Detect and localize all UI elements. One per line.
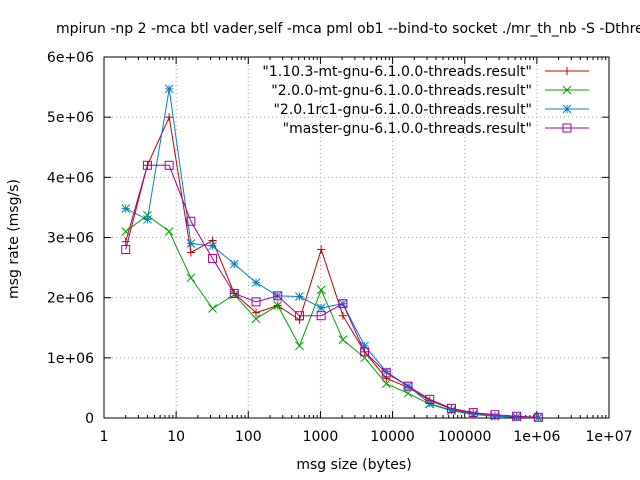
data-point xyxy=(273,291,283,301)
data-point xyxy=(165,113,174,122)
x-axis-label: msg size (bytes) xyxy=(296,457,411,473)
data-point xyxy=(295,292,304,301)
data-point xyxy=(208,241,217,251)
series-line xyxy=(125,115,539,418)
legend-entry: "1.10.3-mt-gnu-6.1.0.0-threads.result" xyxy=(262,64,589,80)
data-point xyxy=(338,299,348,309)
grid xyxy=(104,57,609,418)
y-tick-label: 0 xyxy=(85,411,94,427)
data-point xyxy=(229,288,239,298)
data-point xyxy=(164,84,174,94)
x-tick-label: 10 xyxy=(167,429,185,445)
y-tick-label: 1e+06 xyxy=(47,351,94,367)
legend-entry: "master-gnu-6.1.0.0-threads.result" xyxy=(283,121,589,137)
legend-entry: "2.0.1rc1-gnu-6.1.0.0-threads.result" xyxy=(273,102,589,118)
data-point xyxy=(208,304,217,313)
data-point xyxy=(294,311,304,321)
y-tick-label: 3e+06 xyxy=(47,231,94,247)
data-point xyxy=(446,403,456,413)
data-point xyxy=(360,341,369,351)
data-point xyxy=(121,227,131,236)
x-tick-label: 100 xyxy=(235,429,262,445)
series-line xyxy=(125,88,539,419)
data-point xyxy=(338,311,347,320)
data-point xyxy=(229,259,239,269)
data-point xyxy=(186,248,195,257)
y-tick-label: 6e+06 xyxy=(47,50,94,66)
data-point xyxy=(360,353,369,363)
data-point xyxy=(251,314,261,324)
data-point xyxy=(121,237,130,246)
data-point xyxy=(317,245,326,254)
data-point xyxy=(251,278,261,287)
data-point xyxy=(252,308,261,317)
data-point xyxy=(533,412,543,422)
data-point xyxy=(186,273,196,283)
x-tick-label: 1e+07 xyxy=(585,429,632,445)
series-1 xyxy=(121,113,543,422)
legend-marker xyxy=(563,67,571,75)
x-tick-label: 1 xyxy=(100,429,109,445)
x-tick-label: 100000 xyxy=(438,429,491,445)
legend-label: "2.0.1rc1-gnu-6.1.0.0-threads.result" xyxy=(273,102,532,118)
legend: "1.10.3-mt-gnu-6.1.0.0-threads.result" "2… xyxy=(262,64,589,137)
data-point xyxy=(186,216,196,226)
x-tick-label: 1000 xyxy=(303,429,339,445)
data-point xyxy=(121,204,131,213)
data-point xyxy=(425,394,435,404)
data-point xyxy=(208,254,218,264)
series-4 xyxy=(121,160,543,422)
series-2 xyxy=(121,210,543,422)
legend-label: "2.0.0-mt-gnu-6.1.0.0-threads.result" xyxy=(271,83,532,99)
data-point xyxy=(403,381,413,391)
chart-title: mpirun -np 2 -mca btl vader,self -mca pm… xyxy=(56,21,640,37)
data-point xyxy=(381,379,391,389)
data-point xyxy=(468,408,478,418)
y-tick-label: 2e+06 xyxy=(47,291,94,307)
series-line xyxy=(125,164,539,418)
data-point xyxy=(316,311,326,321)
data-point xyxy=(512,411,522,421)
data-point xyxy=(273,301,283,310)
legend-marker xyxy=(562,104,572,114)
y-tick-label: 4e+06 xyxy=(47,170,94,186)
data-point xyxy=(381,368,391,378)
legend-marker xyxy=(562,85,572,95)
data-point xyxy=(143,215,152,224)
data-point xyxy=(186,239,196,248)
data-point xyxy=(403,388,413,398)
x-tick-label: 1e+06 xyxy=(513,429,560,445)
legend-entry: "2.0.0-mt-gnu-6.1.0.0-threads.result" xyxy=(271,83,589,99)
series-line xyxy=(125,214,539,419)
legend-marker xyxy=(562,123,572,133)
data-point xyxy=(338,335,348,345)
y-tick-label: 5e+06 xyxy=(47,110,94,126)
x-tick-label: 10000 xyxy=(370,429,415,445)
axes: 1 10 100 1000 10000 100000 1e+06 1e+07 0 1e+06 2e+… xyxy=(47,50,633,445)
series-layer xyxy=(121,84,543,422)
data-point xyxy=(316,303,326,313)
data-point xyxy=(164,227,174,236)
y-axis-label: msg rate (msg/s) xyxy=(6,179,22,299)
data-point xyxy=(142,160,152,170)
legend-label: "master-gnu-6.1.0.0-threads.result" xyxy=(283,121,532,137)
data-point xyxy=(251,297,261,307)
data-point xyxy=(316,285,326,295)
data-point xyxy=(295,341,304,351)
data-point xyxy=(490,410,500,420)
data-point xyxy=(164,160,174,170)
data-point xyxy=(360,347,370,357)
data-point xyxy=(121,245,131,255)
legend-label: "1.10.3-mt-gnu-6.1.0.0-threads.result" xyxy=(262,64,532,80)
